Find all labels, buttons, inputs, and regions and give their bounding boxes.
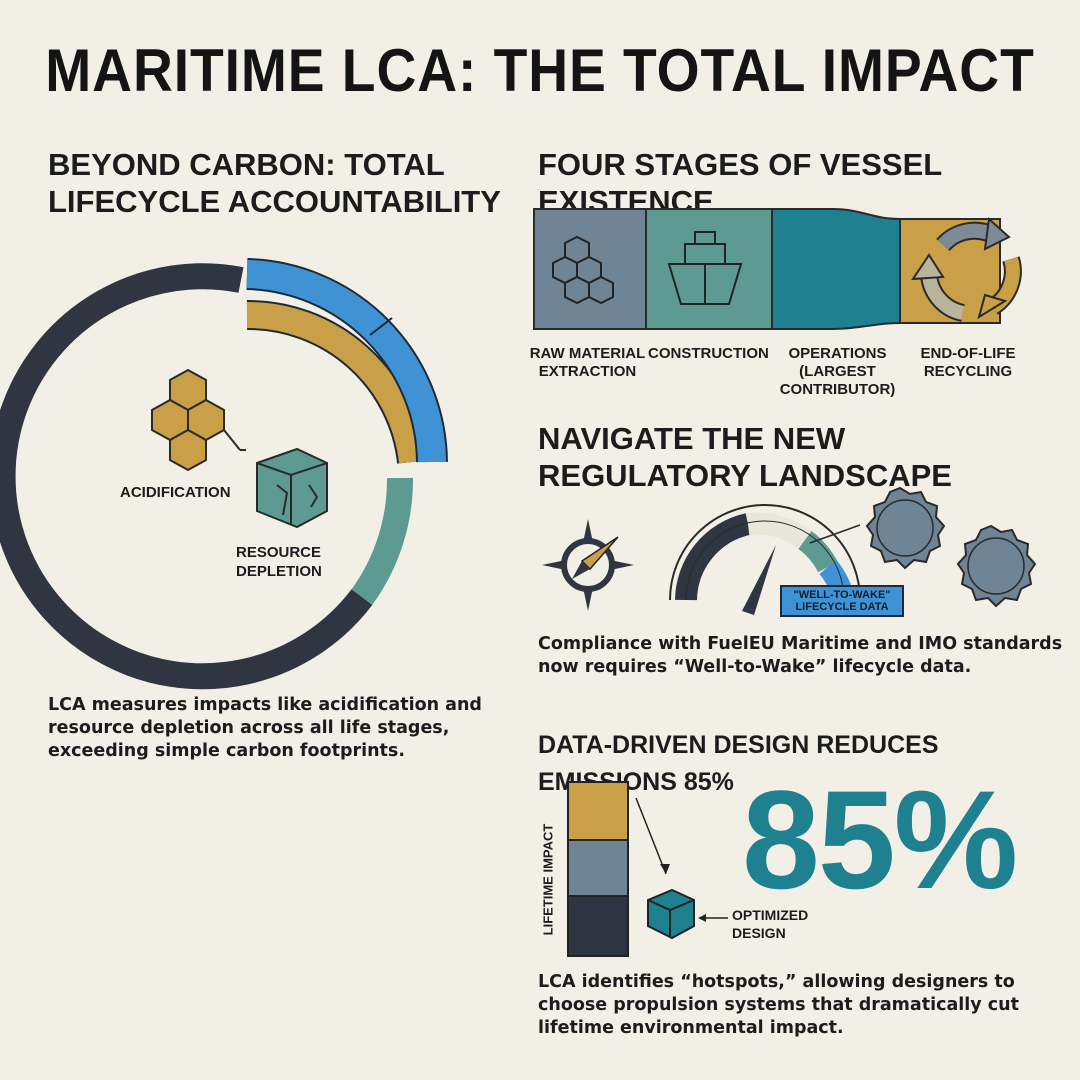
lifetime-impact-stack bbox=[567, 781, 728, 957]
design-description: LCA identifies “hotspots,” allowing desi… bbox=[538, 971, 1019, 1040]
stage-label-operations-line3: CONTRIBUTOR) bbox=[779, 381, 896, 398]
lca-description-line3: exceeding simple carbon footprints. bbox=[48, 741, 405, 761]
donut-teal-segment bbox=[351, 477, 414, 605]
compliance-gauge bbox=[669, 504, 861, 615]
compass-icon bbox=[542, 519, 634, 611]
stage-label-recycling: END-OF-LIFE RECYCLING bbox=[908, 345, 1028, 381]
design-line2: choose propulsion systems that dramatica… bbox=[538, 995, 1019, 1015]
regulatory-heading-line2: REGULATORY LANDSCAPE bbox=[538, 458, 952, 493]
emission-reduction-number: 85% bbox=[742, 761, 1018, 918]
well-to-wake-badge: "WELL-TO-WAKE" LIFECYCLE DATA bbox=[780, 585, 904, 617]
acidification-label: ACIDIFICATION bbox=[120, 484, 231, 501]
compliance-line1: Compliance with FuelEU Maritime and IMO … bbox=[538, 634, 1063, 654]
lca-description-line2: resource depletion across all life stage… bbox=[48, 718, 450, 738]
design-line1: LCA identifies “hotspots,” allowing desi… bbox=[538, 972, 1015, 992]
stage-label-construction: CONSTRUCTION bbox=[648, 345, 769, 363]
stack-bottom-segment bbox=[567, 895, 629, 957]
page-title: MARITIME LCA: THE TOTAL IMPACT bbox=[45, 37, 1035, 104]
molecule-icon bbox=[151, 368, 246, 472]
stage-label-recycling-line2: RECYCLING bbox=[923, 363, 1013, 380]
ship-icon bbox=[667, 231, 743, 305]
badge-line2: LIFECYCLE DATA bbox=[795, 601, 889, 613]
stages-bar bbox=[533, 208, 1001, 330]
stack-middle-segment bbox=[567, 839, 629, 897]
resource-depletion-line1: RESOURCE bbox=[236, 544, 322, 561]
gear-icon bbox=[865, 486, 1037, 608]
stage-label-operations-line2: (LARGEST bbox=[799, 363, 876, 380]
compliance-line2: now requires “Well-to-Wake” lifecycle da… bbox=[538, 657, 972, 677]
stage-label-raw-material-line1: RAW MATERIAL bbox=[529, 345, 646, 362]
stage-label-operations-line1: OPERATIONS bbox=[788, 345, 887, 362]
badge-line1: "WELL-TO-WAKE" bbox=[793, 589, 891, 601]
optimized-line1: OPTIMIZED bbox=[732, 907, 809, 923]
stage-label-operations: OPERATIONS (LARGEST CONTRIBUTOR) bbox=[775, 345, 900, 399]
resource-depletion-line2: DEPLETION bbox=[236, 563, 322, 580]
compliance-description: Compliance with FuelEU Maritime and IMO … bbox=[538, 633, 1062, 679]
lifetime-impact-axis-label: LIFETIME IMPACT bbox=[540, 823, 556, 936]
regulatory-heading-line1: NAVIGATE THE NEW bbox=[538, 421, 846, 456]
lca-description: LCA measures impacts like acidification … bbox=[48, 694, 482, 763]
donut-navy-segment bbox=[0, 263, 373, 690]
stack-top-segment bbox=[567, 781, 629, 841]
lifecycle-heading-line1: BEYOND CARBON: TOTAL bbox=[48, 147, 445, 182]
cubes-icon bbox=[552, 235, 614, 305]
stage-label-raw-material: RAW MATERIAL EXTRACTION bbox=[525, 345, 650, 381]
stage-operations-panel bbox=[771, 208, 901, 330]
stage-label-recycling-line1: END-OF-LIFE bbox=[920, 345, 1016, 362]
optimized-line2: DESIGN bbox=[732, 925, 786, 941]
stage-label-construction-line1: CONSTRUCTION bbox=[648, 345, 769, 362]
recycle-icon bbox=[911, 216, 1022, 322]
optimized-design-label: OPTIMIZED DESIGN bbox=[732, 906, 808, 942]
regulatory-heading: NAVIGATE THE NEW REGULATORY LANDSCAPE bbox=[538, 420, 952, 494]
lifecycle-heading-line2: LIFECYCLE ACCOUNTABILITY bbox=[48, 184, 501, 219]
resource-depletion-label: RESOURCE DEPLETION bbox=[236, 543, 322, 581]
lca-description-line1: LCA measures impacts like acidification … bbox=[48, 695, 482, 715]
lifecycle-heading: BEYOND CARBON: TOTAL LIFECYCLE ACCOUNTAB… bbox=[48, 146, 501, 220]
design-line3: lifetime environmental impact. bbox=[538, 1018, 844, 1038]
stage-label-raw-material-line2: EXTRACTION bbox=[538, 363, 637, 380]
resource-cube-icon bbox=[256, 447, 328, 529]
